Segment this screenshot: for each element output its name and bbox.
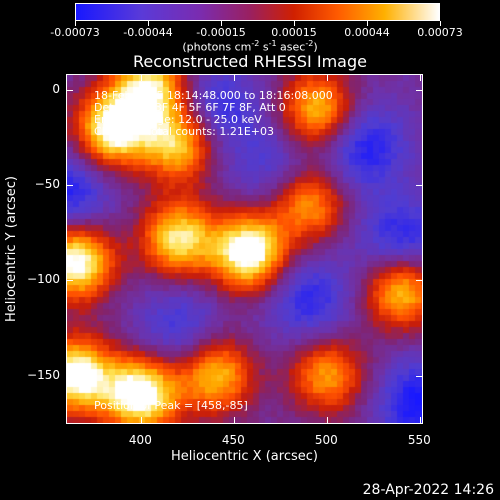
x-tick-label: 500	[314, 433, 338, 447]
colorbar-tick-label: -0.00073	[50, 26, 100, 39]
y-tick-label: 0	[52, 82, 60, 97]
x-tick-label: 450	[221, 433, 245, 447]
y-tick-mark	[67, 375, 73, 377]
colorbar-tick-mark	[221, 21, 222, 26]
y-tick-mark	[416, 375, 422, 377]
colorbar-tick-label: 0.00073	[417, 26, 463, 39]
colorbar-tick-mark	[75, 21, 76, 26]
colorbar-tick-mark	[294, 21, 295, 26]
colorbar-tick-label: -0.00044	[123, 26, 173, 39]
colorbar-tick-mark	[367, 21, 368, 26]
annotation-clean-counts: Clean Total counts: 1.21E+03	[94, 125, 275, 138]
x-tick-mark	[141, 417, 143, 423]
y-tick-label: −100	[27, 272, 60, 287]
y-tick-mark	[67, 280, 73, 282]
annotation-time-range: 18-Feb-2005 18:14:48.000 to 18:16:08.000	[94, 89, 333, 102]
y-tick-mark	[416, 280, 422, 282]
colorbar-unit-label: (photons cm-2 s-1 asec-2)	[182, 39, 318, 54]
x-tick-mark	[234, 75, 236, 81]
colorbar-tick-mark	[148, 21, 149, 26]
chart-title: Reconstructed RHESSI Image	[133, 52, 367, 71]
y-tick-label: −150	[27, 367, 60, 382]
colorbar-tick-label: 0.00044	[344, 26, 390, 39]
x-tick-mark	[420, 75, 422, 81]
x-tick-label: 550	[407, 433, 431, 447]
colorbar-tick-label: 0.00015	[271, 26, 317, 39]
y-tick-label: −50	[34, 177, 60, 192]
x-tick-label: 400	[128, 433, 152, 447]
y-axis-label: Heliocentric Y (arcsec)	[4, 176, 20, 322]
peak-position-label: Position of Peak = [458,-85]	[94, 399, 248, 412]
annotation-detectors: Detectors: 3F 4F 5F 6F 7F 8F, Att 0	[94, 101, 286, 114]
colorbar-tick-label: -0.00015	[196, 26, 246, 39]
y-tick-mark	[416, 90, 422, 92]
x-tick-mark	[327, 417, 329, 423]
heatmap-image	[67, 75, 422, 423]
x-tick-mark	[327, 75, 329, 81]
y-tick-mark	[67, 90, 73, 92]
y-tick-mark	[416, 185, 422, 187]
annotation-energy-range: Energy Range: 12.0 - 25.0 keV	[94, 113, 262, 126]
x-axis-label: Heliocentric X (arcsec)	[171, 449, 318, 464]
x-tick-mark	[141, 75, 143, 81]
x-tick-mark	[234, 417, 236, 423]
plot-area: 18-Feb-2005 18:14:48.000 to 18:16:08.000…	[66, 74, 423, 424]
y-tick-mark	[67, 185, 73, 187]
timestamp: 28-Apr-2022 14:26	[362, 482, 494, 498]
colorbar	[75, 3, 440, 21]
x-tick-mark	[420, 417, 422, 423]
colorbar-tick-mark	[440, 21, 441, 26]
